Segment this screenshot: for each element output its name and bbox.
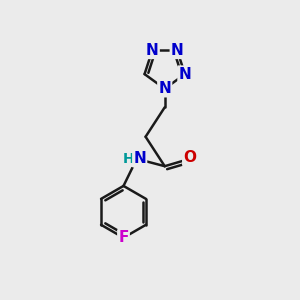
Text: F: F [118, 230, 129, 245]
Text: O: O [183, 150, 196, 165]
Text: N: N [178, 67, 191, 82]
Text: H: H [123, 152, 134, 166]
Text: N: N [146, 43, 159, 58]
Text: N: N [158, 81, 171, 96]
Text: N: N [133, 151, 146, 166]
Text: N: N [171, 43, 184, 58]
